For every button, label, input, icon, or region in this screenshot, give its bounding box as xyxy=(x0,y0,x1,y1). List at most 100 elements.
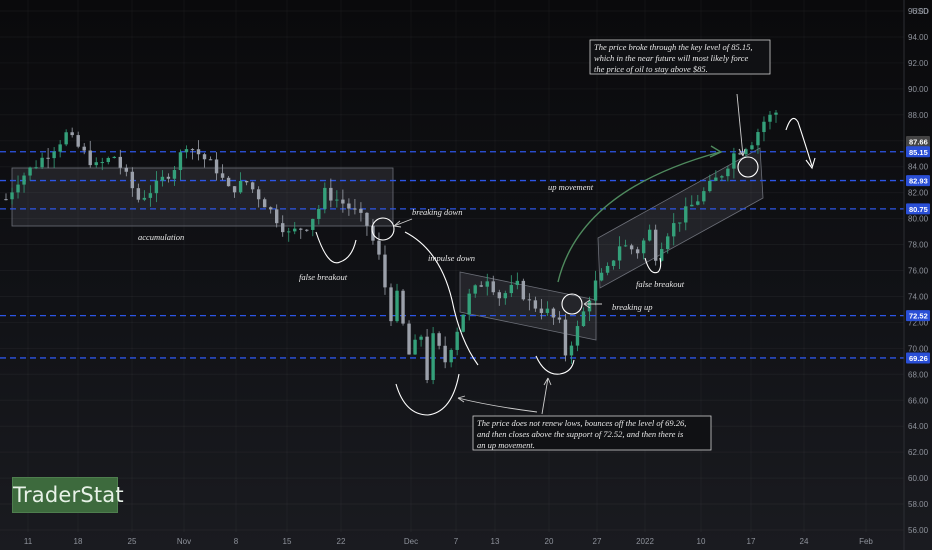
candle-body xyxy=(124,167,129,172)
candle-body xyxy=(497,292,501,299)
candle-body xyxy=(503,293,507,299)
y-tick-label: 74.00 xyxy=(908,292,929,301)
candle-body xyxy=(208,159,213,161)
false-breakout-arc-1 xyxy=(315,231,357,264)
candle-body xyxy=(359,208,363,213)
x-axis: 11 18 25 Nov 8 15 22 Dec 7 13 20 27 2022 10 17 24 Feb xyxy=(24,537,874,546)
y-tick-label: 88.00 xyxy=(908,111,929,120)
currency-label: USD xyxy=(912,7,929,16)
x-tick-label: 18 xyxy=(74,537,83,546)
candle-body xyxy=(250,182,255,190)
y-tick-label: 56.00 xyxy=(908,526,929,535)
top-note-line-1: The price broke through the key level of… xyxy=(594,42,752,52)
candle-body xyxy=(130,171,135,189)
candle-body xyxy=(353,208,357,210)
candle-body xyxy=(678,222,682,224)
candle-body xyxy=(768,114,772,122)
candle-body xyxy=(70,132,74,136)
candle-body xyxy=(142,197,147,200)
bottom-arc-2 xyxy=(535,355,575,375)
breaking-up-label: breaking up xyxy=(612,302,653,312)
candle-body xyxy=(365,212,369,226)
candle-body xyxy=(383,254,387,288)
candle-body xyxy=(220,173,225,178)
candle-body xyxy=(341,199,345,204)
annotation-marks xyxy=(315,117,816,416)
candle-body xyxy=(238,181,243,193)
candle-body xyxy=(660,249,664,261)
candle-body xyxy=(431,333,435,381)
x-tick-label: Feb xyxy=(859,537,873,546)
candle-body xyxy=(732,153,736,169)
candle-body xyxy=(323,187,327,209)
x-tick-label: 8 xyxy=(234,537,239,546)
up-movement-arrow xyxy=(557,151,721,283)
candle-body xyxy=(46,157,50,159)
candle-body xyxy=(563,319,568,356)
y-tick-label: 70.00 xyxy=(908,344,929,353)
candle-body xyxy=(160,176,165,181)
bottom-note-box xyxy=(472,415,712,451)
candle-body xyxy=(118,156,122,168)
level-badge xyxy=(906,352,930,364)
candle-body xyxy=(136,188,141,200)
candle-body xyxy=(226,177,231,187)
candle-body xyxy=(395,290,399,322)
candle-body xyxy=(509,285,514,294)
candle-body xyxy=(623,245,628,247)
x-tick-label: Nov xyxy=(177,537,191,546)
candle-body xyxy=(569,345,574,356)
candle-body xyxy=(473,285,477,294)
candle-body xyxy=(190,149,195,151)
candle-body xyxy=(16,184,20,193)
candle-body xyxy=(28,167,32,176)
candle-body xyxy=(425,336,429,381)
candle-body xyxy=(551,308,556,318)
up-movement-arrowhead xyxy=(709,145,723,158)
x-tick-label: 20 xyxy=(545,537,554,546)
y-tick-label: 62.00 xyxy=(908,448,929,457)
candle-body xyxy=(172,170,177,179)
accumulation-label: accumulation xyxy=(138,232,184,242)
candle-body xyxy=(593,280,598,301)
candle-body xyxy=(702,191,706,202)
projection-arrowhead xyxy=(805,157,816,170)
candle-body xyxy=(34,167,38,169)
last-price-badge: 87.66 xyxy=(906,136,930,147)
candle-body xyxy=(750,145,754,150)
candle-body xyxy=(696,201,700,205)
candle-body xyxy=(617,246,622,261)
level-badges: 85.15 82.93 80.75 72.52 69.26 xyxy=(906,146,930,364)
candle-body xyxy=(166,176,171,179)
candle-body xyxy=(599,272,604,281)
y-tick-label: 84.00 xyxy=(908,163,929,172)
candle-body xyxy=(756,132,760,146)
candle-body xyxy=(335,199,339,201)
candle-body xyxy=(293,228,297,232)
y-tick-label: 96.00 xyxy=(908,7,929,16)
candle-body xyxy=(720,176,724,178)
candle-body xyxy=(268,207,273,210)
candle-body xyxy=(533,300,538,309)
candle-body xyxy=(311,218,315,230)
y-tick-label: 90.00 xyxy=(908,85,929,94)
price-scale[interactable]: 56.00 58.00 60.00 62.00 64.00 66.00 68.00 70.00… xyxy=(908,7,929,535)
candle-body xyxy=(545,308,550,313)
candle-body xyxy=(287,231,291,233)
level-badge xyxy=(906,203,930,215)
candle-body xyxy=(575,326,580,346)
level-badge-label: 80.75 xyxy=(909,205,928,214)
x-tick-label: 27 xyxy=(593,537,602,546)
candle-body xyxy=(587,300,592,312)
candle-body xyxy=(726,168,730,177)
x-tick-label: 2022 xyxy=(636,537,654,546)
candle-body xyxy=(539,308,544,313)
candle-body xyxy=(52,151,56,159)
level-badge-label: 82.93 xyxy=(909,177,928,186)
y-tick-label: 66.00 xyxy=(908,396,929,405)
candle-body xyxy=(100,162,104,164)
accumulation-range xyxy=(11,167,394,227)
level-badge-label: 72.52 xyxy=(909,312,928,321)
candle-body xyxy=(461,314,465,332)
